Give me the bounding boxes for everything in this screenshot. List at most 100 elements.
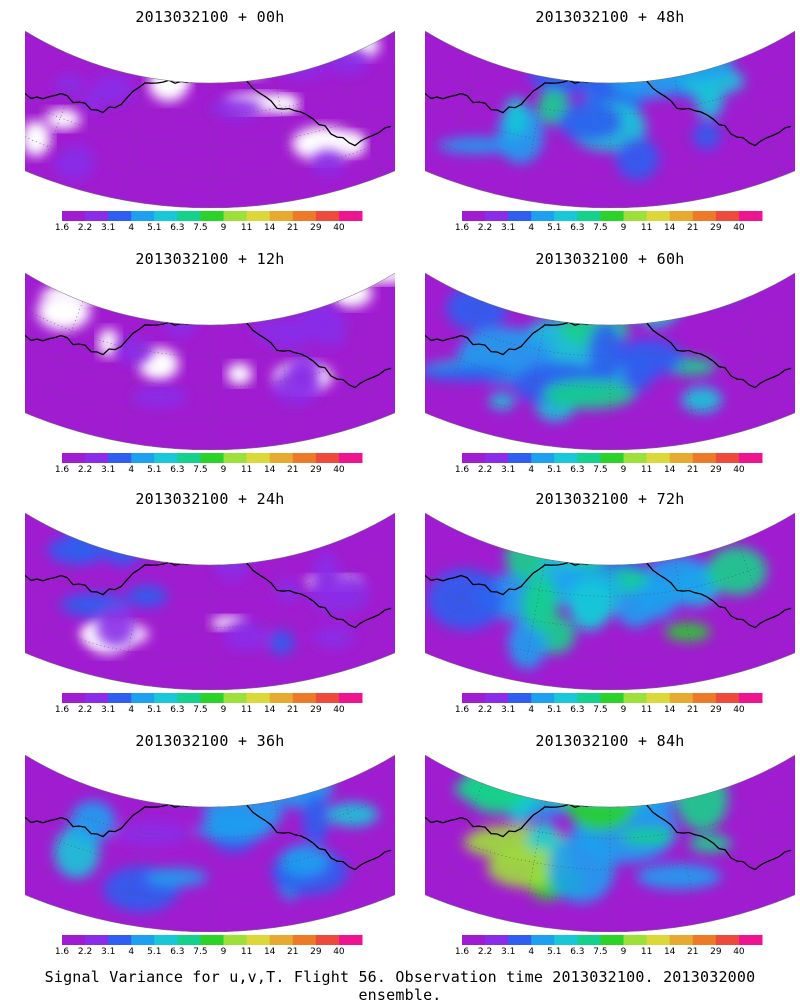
colorbar-swatch <box>292 935 317 945</box>
colorbar-swatch <box>738 693 763 703</box>
colorbar-tick-label: 21 <box>687 465 699 475</box>
colorbar-tick-label: 3.1 <box>500 465 516 475</box>
colorbar-swatch <box>223 693 248 703</box>
colorbar-labels: 1.6 2.2 3.1 4 5.1 6.3 7.5 9 11 14 21 29 40 <box>25 947 395 959</box>
colorbar-swatch <box>177 693 201 703</box>
variance-map <box>25 754 395 932</box>
colorbar-swatch <box>531 453 555 463</box>
colorbar-tick-label: 2.2 <box>77 947 93 957</box>
panel-title: 2013032100 + 36h <box>135 732 285 750</box>
colorbar <box>462 211 763 221</box>
colorbar-swatch <box>577 453 601 463</box>
colorbar-labels: 1.6 2.2 3.1 4 5.1 6.3 7.5 9 11 14 21 29 40 <box>25 465 395 477</box>
colorbar <box>462 935 763 945</box>
colorbar-tick-label: 3.1 <box>500 223 516 233</box>
colorbar-swatch <box>62 935 86 945</box>
colorbar-swatch <box>62 693 86 703</box>
colorbar-tick-label: 5.1 <box>547 465 562 475</box>
map-panel: 2013032100 + 48h 1.6 2.2 3.1 4 5.1 6.3 7.5 9 11 14… <box>425 8 795 248</box>
variance-map <box>25 512 395 690</box>
colorbar-swatch <box>131 693 155 703</box>
colorbar-swatch <box>154 935 178 945</box>
colorbar-swatch <box>623 693 648 703</box>
colorbar-swatch <box>531 211 555 221</box>
colorbar-tick-label: 21 <box>687 705 699 715</box>
colorbar-tick-label: 1.6 <box>454 705 470 715</box>
colorbar-tick-label: 4 <box>528 705 535 715</box>
colorbar-tick-label: 2.2 <box>477 947 493 957</box>
colorbar-tick-label: 14 <box>663 705 676 715</box>
colorbar-swatch <box>292 693 317 703</box>
colorbar-tick-label: 1.6 <box>54 223 70 233</box>
colorbar <box>62 211 363 221</box>
colorbar-swatch <box>269 693 294 703</box>
colorbar-tick-label: 14 <box>663 465 676 475</box>
colorbar-swatch <box>200 453 225 463</box>
colorbar-tick-label: 9 <box>620 465 627 475</box>
colorbar-swatch <box>623 453 648 463</box>
colorbar-swatch <box>485 453 509 463</box>
colorbar-swatch <box>485 935 509 945</box>
colorbar-tick-label: 4 <box>528 465 535 475</box>
panel-title: 2013032100 + 84h <box>535 732 685 750</box>
colorbar-swatch <box>485 211 509 221</box>
colorbar-tick-label: 40 <box>333 947 345 957</box>
colorbar-swatch <box>131 935 155 945</box>
colorbar-tick-label: 11 <box>240 947 253 957</box>
colorbar-labels: 1.6 2.2 3.1 4 5.1 6.3 7.5 9 11 14 21 29 40 <box>25 705 395 717</box>
colorbar-tick-label: 14 <box>263 705 276 715</box>
colorbar-tick-label: 6.3 <box>570 705 585 715</box>
colorbar-swatch <box>623 211 648 221</box>
colorbar-tick-label: 29 <box>710 705 722 715</box>
panel-title: 2013032100 + 72h <box>535 490 685 508</box>
colorbar-swatch <box>600 211 625 221</box>
colorbar-tick-label: 9 <box>220 223 227 233</box>
colorbar-tick-label: 3.1 <box>100 947 116 957</box>
panel-title: 2013032100 + 24h <box>135 490 285 508</box>
colorbar-swatch <box>554 693 578 703</box>
colorbar-tick-label: 4 <box>128 223 135 233</box>
colorbar-swatch <box>508 935 532 945</box>
variance-map <box>425 272 795 450</box>
colorbar-tick-label: 3.1 <box>500 705 516 715</box>
colorbar-swatch <box>646 693 671 703</box>
colorbar-swatch <box>108 211 132 221</box>
colorbar-tick-label: 7.5 <box>193 947 208 957</box>
colorbar-swatch <box>738 211 763 221</box>
colorbar-swatch <box>577 935 601 945</box>
colorbar-tick-label: 29 <box>310 223 322 233</box>
variance-map <box>425 512 795 690</box>
colorbar <box>62 935 363 945</box>
variance-map <box>425 30 795 208</box>
colorbar-swatch <box>315 211 340 221</box>
colorbar-swatch <box>462 693 486 703</box>
colorbar-tick-label: 5.1 <box>147 947 162 957</box>
colorbar-swatch <box>315 935 340 945</box>
colorbar-tick-label: 21 <box>287 465 299 475</box>
colorbar-tick-label: 1.6 <box>454 465 470 475</box>
colorbar-swatch <box>554 211 578 221</box>
colorbar-swatch <box>508 211 532 221</box>
colorbar-tick-label: 1.6 <box>54 947 70 957</box>
colorbar-swatch <box>531 693 555 703</box>
colorbar-tick-label: 4 <box>528 223 535 233</box>
colorbar-tick-label: 6.3 <box>570 947 585 957</box>
colorbar-swatch <box>600 693 625 703</box>
colorbar-swatch <box>462 211 486 221</box>
colorbar-swatch <box>200 211 225 221</box>
colorbar-tick-label: 9 <box>220 705 227 715</box>
colorbar-swatch <box>108 693 132 703</box>
colorbar-swatch <box>669 453 694 463</box>
colorbar-tick-label: 40 <box>733 465 745 475</box>
colorbar-swatch <box>154 211 178 221</box>
colorbar-tick-label: 29 <box>310 465 322 475</box>
variance-map <box>25 30 395 208</box>
panel-title: 2013032100 + 48h <box>535 8 685 26</box>
colorbar-swatch <box>669 211 694 221</box>
colorbar-tick-label: 11 <box>640 465 653 475</box>
colorbar-tick-label: 11 <box>240 465 253 475</box>
colorbar-swatch <box>177 935 201 945</box>
variance-map <box>25 272 395 450</box>
colorbar-tick-label: 7.5 <box>593 223 608 233</box>
colorbar-tick-label: 6.3 <box>170 705 185 715</box>
